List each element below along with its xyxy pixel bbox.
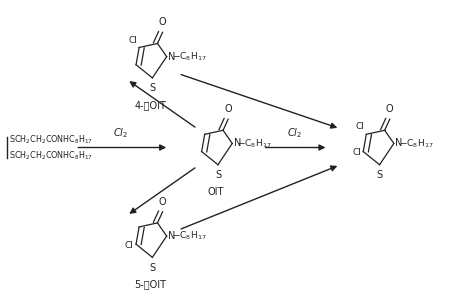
Text: N: N	[168, 231, 175, 241]
Text: Cl$_2$: Cl$_2$	[287, 127, 302, 140]
Text: $-$C$_8$H$_{17}$: $-$C$_8$H$_{17}$	[172, 230, 207, 242]
Text: S: S	[215, 170, 221, 180]
Text: N: N	[395, 138, 403, 148]
Text: Cl: Cl	[352, 148, 361, 158]
Text: O: O	[224, 104, 232, 114]
Text: OIT: OIT	[208, 186, 224, 196]
Text: SCH$_2$CH$_2$CONHC$_8$H$_{17}$: SCH$_2$CH$_2$CONHC$_8$H$_{17}$	[9, 149, 93, 162]
Text: $-$C$_8$H$_{17}$: $-$C$_8$H$_{17}$	[237, 137, 272, 150]
Text: Cl: Cl	[356, 122, 365, 132]
Text: S: S	[376, 170, 383, 180]
Text: O: O	[386, 104, 393, 114]
Text: N: N	[168, 52, 175, 62]
Text: O: O	[159, 196, 166, 206]
Text: Cl$_2$: Cl$_2$	[113, 127, 128, 140]
Text: N: N	[234, 138, 241, 148]
Text: SCH$_2$CH$_2$CONHC$_8$H$_{17}$: SCH$_2$CH$_2$CONHC$_8$H$_{17}$	[9, 133, 93, 146]
Text: Cl: Cl	[129, 36, 137, 45]
Text: S: S	[149, 83, 155, 93]
Text: S: S	[149, 263, 155, 273]
Text: $-$C$_8$H$_{17}$: $-$C$_8$H$_{17}$	[399, 137, 434, 150]
Text: O: O	[159, 17, 166, 27]
Text: 5-氯OIT: 5-氯OIT	[134, 279, 166, 289]
Text: $-$C$_8$H$_{17}$: $-$C$_8$H$_{17}$	[172, 50, 207, 63]
Text: Cl: Cl	[125, 241, 134, 250]
Text: 4-氯OIT: 4-氯OIT	[135, 100, 166, 110]
